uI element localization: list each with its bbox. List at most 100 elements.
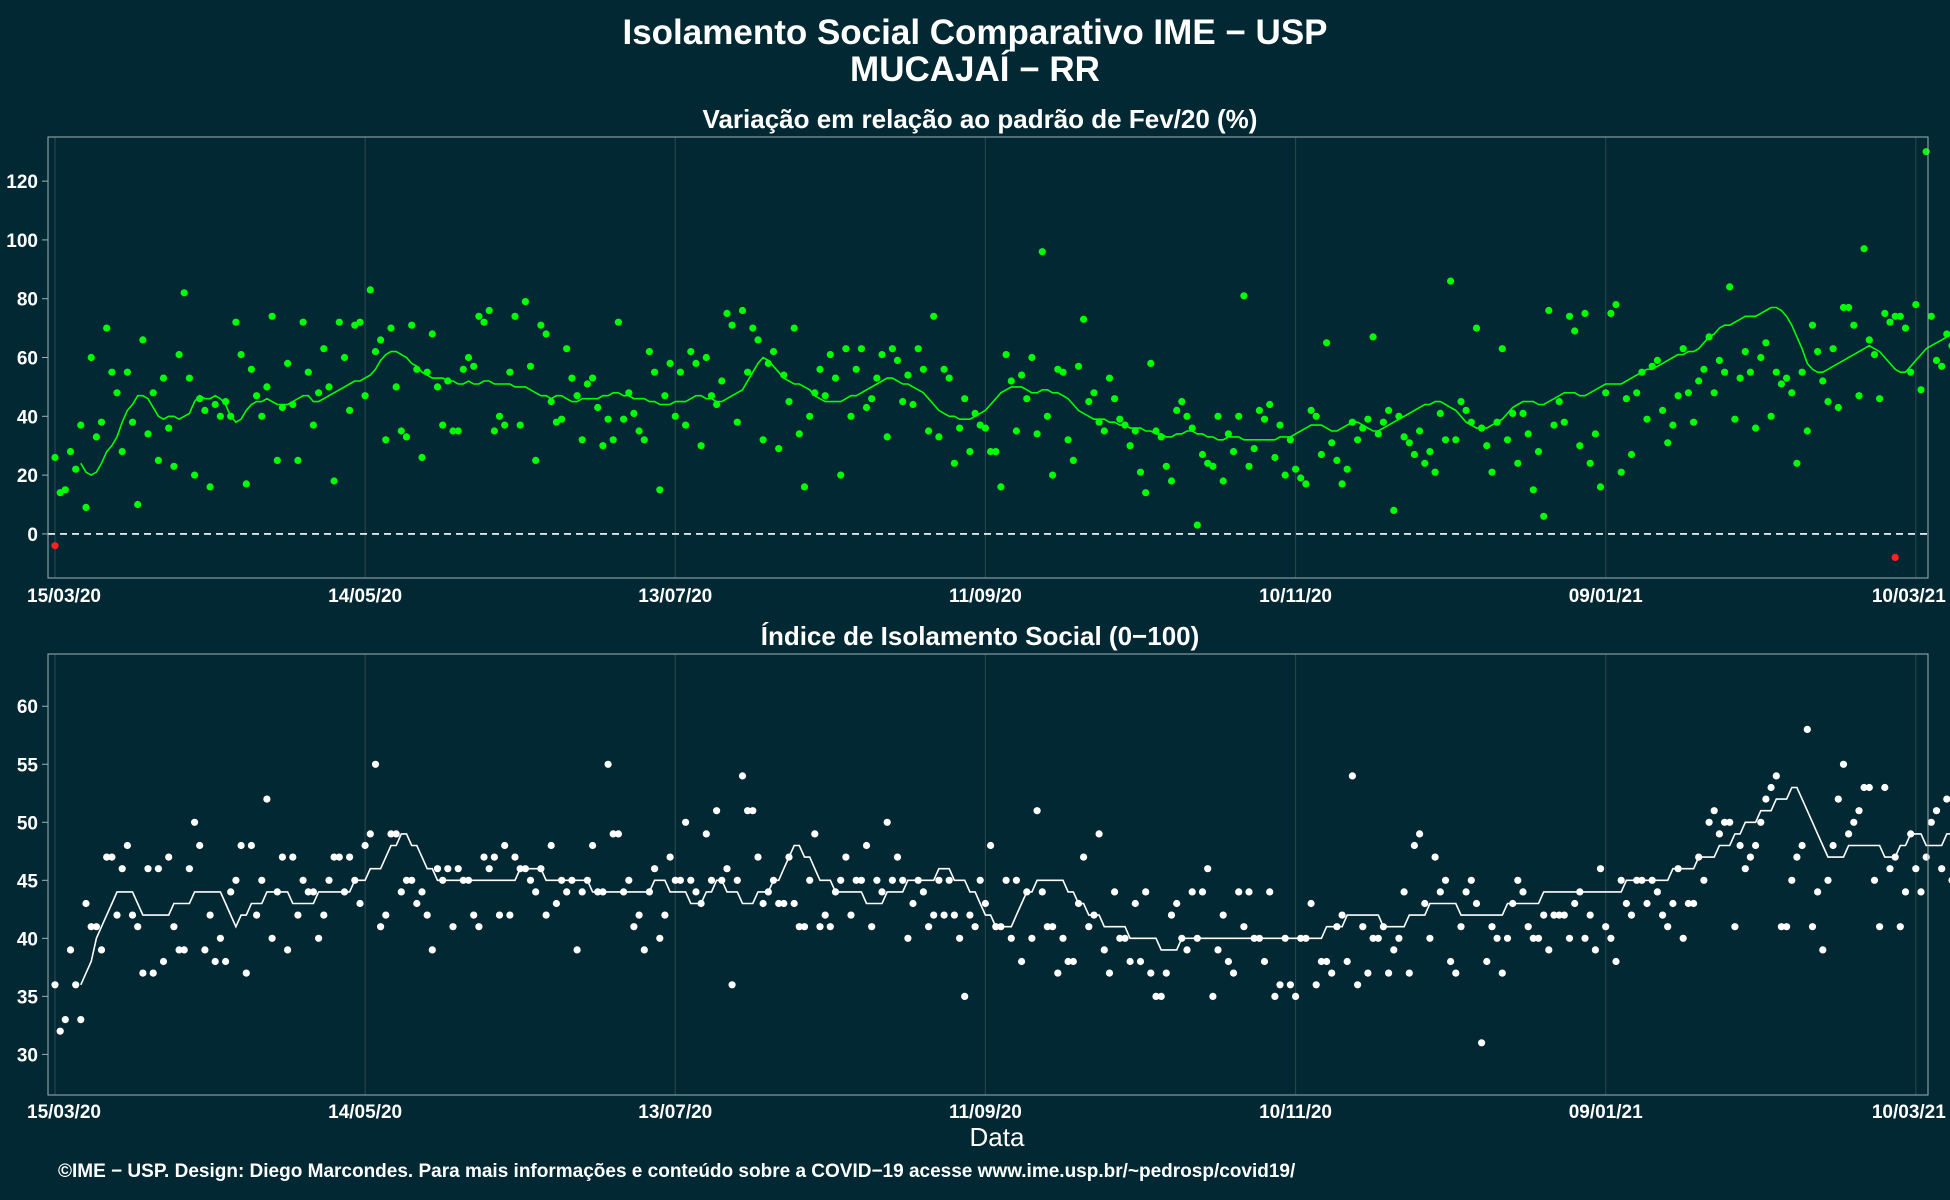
data-point (1100, 946, 1108, 954)
data-point (66, 946, 75, 954)
data-point (806, 876, 814, 884)
data-point (1142, 489, 1150, 497)
y-tick-label: 55 (17, 755, 39, 776)
data-point (614, 318, 623, 326)
data-point (738, 306, 747, 315)
data-point (816, 365, 824, 373)
data-point (247, 365, 255, 373)
data-point (1002, 351, 1010, 359)
x-tick-label: 09/01/21 (1569, 586, 1643, 607)
data-point (956, 424, 964, 432)
data-point (1369, 934, 1377, 942)
data-point (1307, 899, 1315, 908)
data-point (604, 415, 612, 423)
data-point (1865, 336, 1873, 344)
data-point (925, 923, 933, 931)
data-point (402, 876, 411, 884)
data-point (1777, 380, 1785, 388)
data-point (454, 427, 462, 435)
data-point (1684, 899, 1692, 908)
data-point (516, 421, 524, 429)
data-point (408, 876, 416, 884)
data-point (1886, 865, 1894, 873)
data-point (201, 946, 209, 954)
data-point (72, 981, 80, 989)
data-point (165, 853, 173, 861)
data-point (1416, 830, 1424, 838)
data-point (599, 442, 607, 450)
data-point (335, 853, 343, 861)
data-point (1188, 888, 1196, 896)
data-point (1157, 992, 1165, 1001)
data-point (180, 946, 188, 954)
data-point (1839, 760, 1848, 768)
data-point (1271, 453, 1279, 462)
data-point (635, 911, 643, 919)
data-point (1260, 957, 1269, 966)
data-point (1379, 418, 1387, 426)
data-point (1317, 450, 1325, 459)
data-point (1410, 450, 1418, 459)
data-point (320, 345, 328, 353)
data-point (1690, 899, 1698, 908)
data-point (1436, 888, 1444, 896)
data-point (439, 421, 447, 429)
data-point (521, 298, 530, 306)
data-point (532, 888, 540, 896)
data-point (1421, 459, 1429, 467)
data-point (1819, 377, 1827, 385)
data-point (971, 923, 979, 931)
data-point (92, 433, 100, 441)
data-point (1447, 957, 1455, 966)
y-tick-label: 45 (17, 871, 39, 892)
data-point (1721, 368, 1729, 376)
data-point (1064, 436, 1072, 444)
data-point (1845, 303, 1853, 312)
data-point (1762, 339, 1770, 347)
data-point (1643, 899, 1651, 908)
data-point (1514, 459, 1522, 467)
data-point (1746, 368, 1754, 376)
data-point (676, 876, 685, 884)
data-point (134, 923, 142, 931)
data-point (857, 345, 866, 353)
data-point (671, 876, 679, 884)
data-point (713, 807, 721, 815)
data-point (66, 448, 75, 456)
data-point (1602, 923, 1610, 931)
data-point (573, 392, 581, 400)
data-point (1028, 353, 1036, 362)
data-point (1777, 923, 1785, 931)
data-point (1105, 969, 1114, 977)
data-point (1472, 899, 1481, 908)
data-point (1803, 427, 1811, 435)
data-point (940, 365, 948, 373)
data-point (837, 471, 845, 479)
data-point (1529, 934, 1537, 942)
data-point (1043, 412, 1051, 420)
data-point (258, 876, 266, 884)
x-tick-label: 14/05/20 (328, 586, 402, 607)
data-point (206, 911, 214, 919)
data-point (883, 433, 891, 441)
data-point (1876, 395, 1884, 403)
data-point (1938, 865, 1946, 873)
data-point (1741, 348, 1749, 356)
data-point (1860, 245, 1868, 253)
data-point (821, 911, 829, 919)
data-point (284, 359, 292, 367)
data-point (1069, 957, 1077, 966)
data-point (366, 286, 374, 294)
data-point (1860, 783, 1868, 792)
data-point (144, 430, 152, 438)
data-point (997, 483, 1005, 491)
data-point (950, 459, 959, 467)
data-point (1095, 830, 1103, 838)
data-point (749, 324, 757, 332)
data-point (1260, 415, 1269, 423)
data-point (945, 876, 953, 884)
data-point (340, 353, 349, 362)
data-point (1023, 395, 1031, 403)
data-point (475, 312, 483, 320)
data-point (1297, 474, 1305, 482)
